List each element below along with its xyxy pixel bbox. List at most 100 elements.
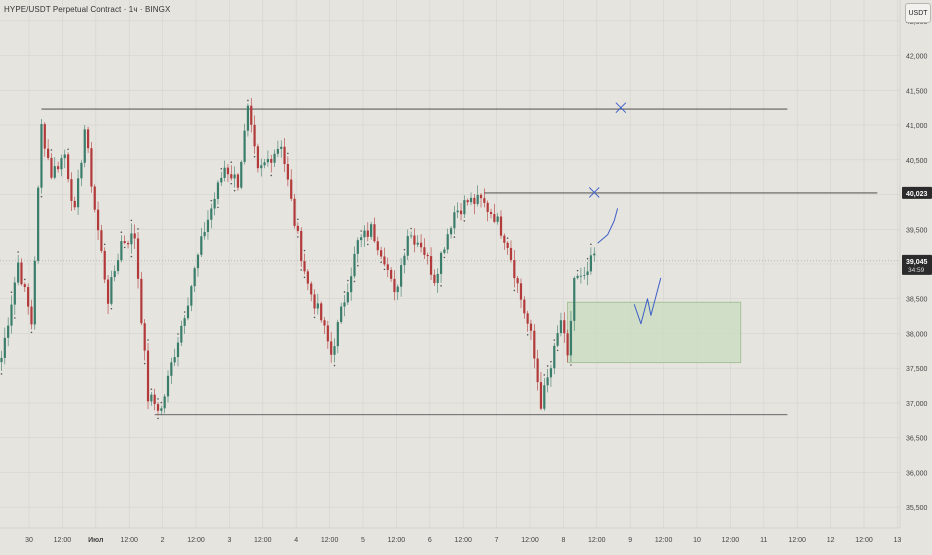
candle-body [196,254,200,269]
price-badge [902,254,932,275]
candle-body [356,240,359,254]
candle-body [426,254,429,257]
candle-marker [443,256,446,259]
candle-marker [123,246,126,249]
candle-marker [210,199,213,202]
candle-marker [157,417,159,420]
drawings[interactable] [588,102,662,325]
candle-marker [137,228,139,230]
candle-marker [147,339,149,341]
candle-body [473,197,476,204]
candle-body [519,283,523,300]
candle-marker [17,251,19,253]
x-tick-label: 12:00 [54,537,72,544]
candle-body [210,208,213,220]
y-tick-label: 37,500 [906,366,928,373]
candle-body [436,273,439,284]
candle-body [73,200,76,208]
candle-marker [157,398,159,400]
price-badge [902,186,932,199]
candle-marker [40,195,43,198]
candle-body [370,224,373,237]
candle-body [439,252,443,274]
candle-body [373,224,376,242]
candle-body [216,182,220,199]
candle-body [323,320,326,326]
candle-body [463,200,466,215]
y-tick-label: 38,500 [906,297,928,304]
candle-body [33,260,36,325]
candle-marker [543,374,546,376]
candle-body [393,278,396,293]
candle-body [513,260,516,279]
x-tick-label: 12:00 [655,537,673,544]
candle-body [100,230,103,251]
candle-body [250,105,253,125]
x-tick-label: 12:00 [120,537,138,544]
candle-body [43,124,46,149]
candle-body [57,166,60,170]
candle-body [236,174,240,188]
candle-body [170,362,173,376]
y-tick-label: 37,000 [906,401,928,408]
candle-marker [367,243,369,246]
candle-body [120,241,123,261]
candle-body [140,278,143,324]
candle-body [333,346,336,355]
candle-body [380,250,383,257]
candle-marker [247,99,249,102]
candle-body [223,167,226,178]
candle-body [386,264,389,270]
candle-body [569,320,573,356]
candle-body [253,124,256,147]
candle-body [429,256,433,275]
candle-marker [333,364,336,367]
candle-body [503,235,506,243]
candle-marker [347,279,349,282]
candle-body [106,279,110,304]
candle-body [143,323,146,351]
candle-body [313,294,316,309]
candle-marker [357,264,359,267]
x-tick-label: Июл [88,537,103,544]
candle-marker [343,291,346,293]
candle-body [383,256,386,265]
candle-body [443,249,446,253]
candle-body [3,337,6,358]
candle-marker [506,237,509,239]
candle-marker [410,227,412,230]
candle-body [536,358,539,383]
candle-body [63,154,66,159]
candle-marker [110,307,113,310]
candle-body [376,241,379,251]
demand-zone[interactable] [567,301,742,364]
candle-marker [463,220,466,222]
candle-marker [556,349,559,352]
candle-body [193,268,196,287]
candle-body [283,146,286,165]
x-tick-label: 7 [495,537,499,544]
candle-body [489,211,493,215]
horizontal-levels[interactable] [0,108,900,416]
x-tick-label: 11 [760,537,767,544]
grid [0,0,900,528]
y-tick-label: 39,500 [906,227,928,234]
y-tick-label: 41,000 [906,123,928,130]
candle-body [306,271,309,284]
candle-body [583,275,586,276]
symbol-title[interactable]: HYPE/USDT Perpetual Contract · 1ч · BING… [4,5,171,14]
candle-body [200,236,203,255]
candle-body [173,357,176,363]
candle-body [363,230,366,238]
currency-button[interactable]: USDT [905,3,931,23]
candle-body [573,277,576,321]
candle-body [396,286,399,293]
y-tick-label: 42,000 [906,54,928,61]
candle-body [423,247,426,255]
x-tick-label: 12:00 [254,537,272,544]
candle-marker [297,236,299,238]
candle-body [416,242,419,245]
